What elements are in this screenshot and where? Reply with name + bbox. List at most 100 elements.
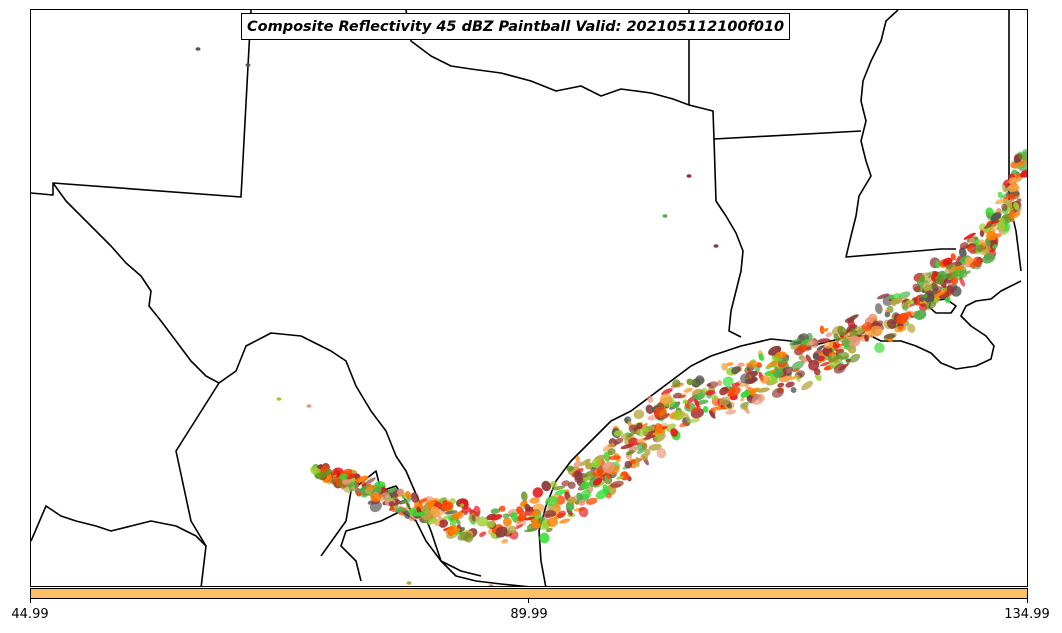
paintball-speck — [245, 63, 251, 67]
paintball-blob — [737, 362, 745, 367]
paintball-blob — [626, 450, 635, 456]
paintball-blob — [844, 317, 855, 324]
paintball-speck — [406, 581, 412, 585]
paintball-blob — [333, 476, 339, 485]
paintball-blob — [819, 361, 831, 367]
paintball-blob — [790, 374, 799, 380]
paintball-blob — [747, 386, 757, 397]
paintball-blob — [832, 341, 838, 352]
paintball-blob — [924, 301, 937, 310]
paintball-blob — [364, 477, 376, 486]
paintball-blob — [792, 340, 804, 346]
paintball-blob — [708, 410, 716, 419]
paintball-blob — [567, 496, 576, 504]
paintball-speck — [662, 214, 668, 218]
paintball-blob — [520, 491, 528, 502]
paintball-blob — [1021, 148, 1027, 155]
paintball-blob — [875, 303, 883, 315]
paintball-blob — [644, 448, 651, 456]
paintball-blob — [996, 220, 1006, 231]
paintball-blob — [886, 319, 897, 329]
paintball-blob — [1007, 183, 1018, 193]
paintball-blob — [573, 470, 583, 481]
paintball-blob — [719, 386, 729, 396]
reflectivity-paintball — [195, 47, 1027, 586]
paintball-blob — [385, 487, 397, 494]
paintball-blob — [919, 296, 925, 303]
paintball-blob — [931, 286, 943, 295]
paintball-blob — [682, 399, 688, 405]
paintball-blob — [485, 520, 496, 529]
paintball-blob — [523, 516, 536, 521]
paintball-blob — [979, 230, 985, 237]
paintball-blob — [790, 387, 797, 393]
paintball-blob — [817, 338, 831, 344]
paintball-blob — [985, 207, 994, 217]
paintball-blob — [556, 510, 567, 519]
colorbar-tick-max — [1027, 599, 1028, 603]
paintball-blob — [849, 353, 861, 363]
paintball-blob — [1013, 201, 1020, 211]
paintball-blob — [645, 404, 654, 414]
paintball-speck — [713, 244, 719, 248]
paintball-blob — [719, 396, 731, 406]
paintball-blob — [935, 260, 940, 269]
paintball-blob — [388, 501, 395, 507]
paintball-blob — [498, 505, 506, 512]
paintball-blob — [896, 314, 904, 319]
paintball-blob — [586, 497, 598, 505]
paintball-blob — [726, 362, 734, 367]
paintball-blob — [935, 288, 948, 297]
paintball-blob — [578, 506, 589, 518]
paintball-blob — [731, 366, 741, 375]
paintball-blob — [760, 375, 770, 384]
paintball-blob — [935, 274, 945, 285]
paintball-blob — [607, 448, 616, 456]
paintball-blob — [580, 489, 592, 500]
paintball-blob — [1013, 153, 1023, 162]
colorbar-tick-mid — [528, 599, 529, 603]
paintball-blob — [366, 484, 377, 490]
paintball-blob — [959, 241, 969, 250]
paintball-blob — [464, 533, 474, 543]
paintball-blob — [731, 382, 740, 388]
paintball-blob — [549, 481, 558, 488]
paintball-blob — [544, 496, 559, 507]
paintball-blob — [687, 418, 701, 423]
paintball-blob — [430, 506, 441, 517]
paintball-blob — [441, 515, 451, 521]
paintball-blob — [849, 335, 861, 347]
paintball-blob — [575, 455, 581, 462]
paintball-blob — [902, 304, 909, 311]
paintball-blob — [898, 291, 911, 300]
paintball-blob — [964, 256, 974, 265]
paintball-blob — [355, 475, 369, 483]
paintball-blob — [894, 325, 907, 333]
paintball-blob — [654, 426, 664, 435]
paintball-blob — [514, 524, 524, 530]
paintball-blob — [566, 465, 574, 472]
paintball-blob — [620, 443, 635, 450]
paintball-blob — [410, 492, 420, 503]
paintball-blob — [653, 432, 664, 442]
paintball-blob — [843, 338, 850, 348]
paintball-blob — [874, 342, 885, 353]
paintball-blob — [984, 238, 991, 246]
paintball-blob — [829, 355, 842, 363]
colorbar — [30, 588, 1028, 599]
paintball-blob — [837, 325, 847, 336]
paintball-blob — [694, 399, 700, 408]
paintball-blob — [495, 526, 508, 538]
paintball-blob — [356, 490, 362, 496]
paintball-blob — [643, 435, 656, 440]
paintball-blob — [967, 245, 974, 251]
paintball-blob — [459, 503, 465, 508]
paintball-blob — [982, 253, 996, 264]
paintball-blob — [748, 376, 758, 385]
paintball-blob — [912, 283, 921, 293]
paintball-blob — [508, 525, 517, 534]
paintball-blob — [626, 431, 637, 438]
paintball-blob — [673, 410, 685, 421]
paintball-blob — [331, 470, 340, 476]
paintball-blob — [1004, 199, 1015, 205]
